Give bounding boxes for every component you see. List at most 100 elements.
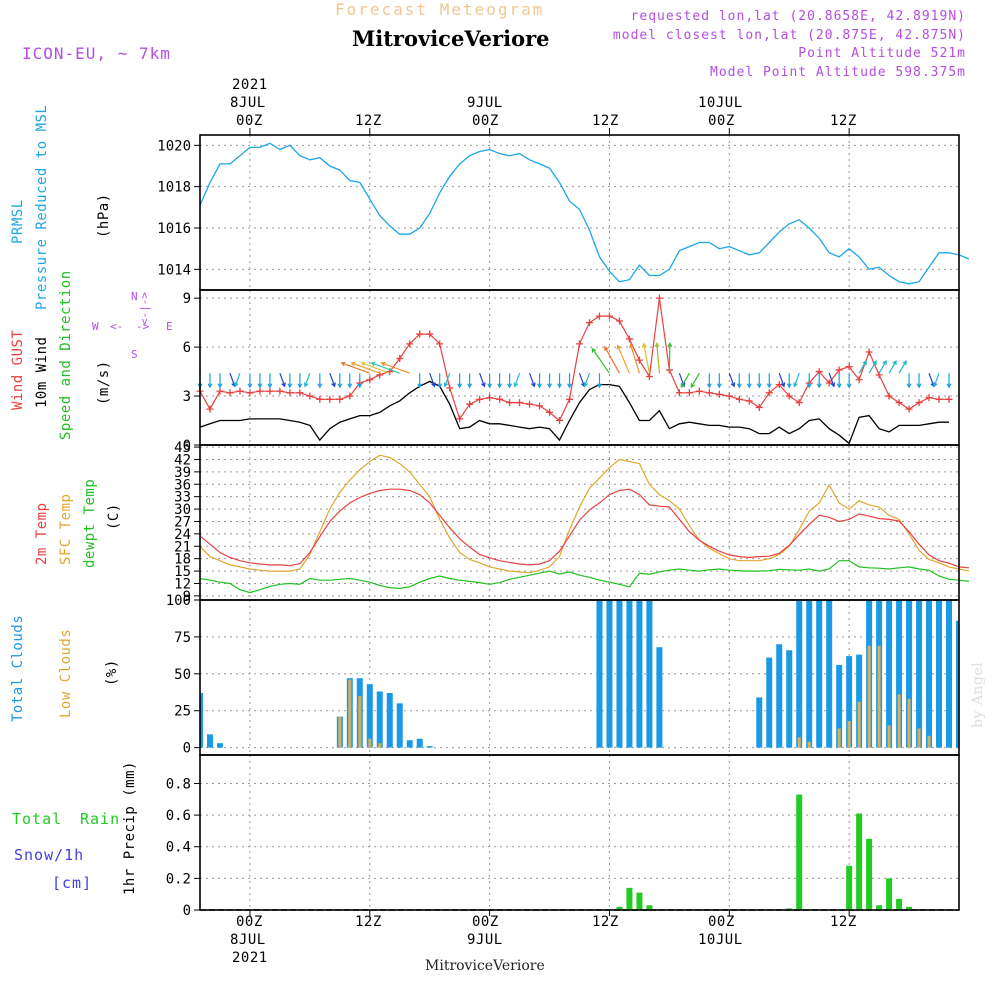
dewpoint-line	[199, 560, 970, 594]
gust-point-4	[236, 387, 244, 395]
gust-point-33	[526, 400, 534, 408]
total-cloud-bar-17	[366, 684, 373, 748]
gust-point-6	[256, 387, 264, 395]
compass-s-label: S	[131, 348, 138, 361]
total-cloud-bar-20	[396, 703, 403, 748]
ytick-label-precip-3: 0.6	[166, 808, 191, 824]
wind-direction-arrow-14	[337, 373, 343, 389]
wind-direction-arrow-12	[317, 373, 323, 389]
top-date-label-5: 10JUL	[698, 95, 743, 111]
gust-point-14	[336, 395, 344, 403]
gust-point-12	[316, 395, 324, 403]
pressure-line	[199, 142, 970, 285]
gust-point-2	[216, 387, 224, 395]
gust-point-44	[635, 356, 643, 364]
total-cloud-bar-1	[206, 734, 213, 748]
low-cloud-bar-70	[897, 694, 901, 748]
wind-direction-arrow-41	[591, 347, 610, 374]
low-cloud-bar-18	[378, 743, 382, 748]
wind-direction-arrow-47	[667, 341, 673, 374]
wind-direction-arrow-43	[616, 344, 630, 374]
gust-point-48	[675, 389, 683, 397]
wind-direction-arrow-24	[437, 373, 443, 389]
rain-bar-71	[906, 906, 913, 910]
total-cloud-bar-15	[346, 678, 353, 748]
gust-point-59	[785, 392, 793, 400]
gust-point-41	[605, 312, 613, 320]
wind-label-3: Speed and Direction	[58, 270, 74, 440]
wind-direction-arrow-50	[690, 372, 700, 389]
ytick-label-temp-8: 33	[174, 490, 191, 506]
wind-direction-arrow-73	[928, 373, 936, 388]
gust-point-46	[655, 294, 663, 302]
ytick-label-wind-0: 0	[183, 438, 191, 454]
total-cloud-bar-14	[336, 716, 343, 748]
ytick-label-temp-12: 45	[174, 440, 191, 456]
wind-direction-arrow-53	[728, 373, 736, 388]
pressure-unit: (hPa)	[96, 193, 112, 238]
credit-label: by Angel	[970, 661, 986, 728]
wind-direction-arrow-74	[933, 373, 940, 388]
wind-direction-arrow-58	[778, 373, 786, 388]
rain-bar-59	[786, 908, 793, 910]
model-label: ICON-EU, ~ 7km	[22, 44, 171, 63]
total-cloud-bar-65	[846, 656, 853, 748]
ytick-label-wind-1: 3	[183, 389, 191, 405]
gust-point-64	[835, 366, 843, 374]
bottom-date-label-3: 9JUL	[467, 932, 503, 948]
wind-direction-arrow-49	[680, 372, 690, 389]
ytick-label-pressure-1: 1016	[157, 221, 191, 237]
gust-line	[199, 298, 949, 422]
wind-direction-arrow-66	[858, 360, 867, 374]
top-time-label-4: 12Z	[592, 113, 619, 129]
rain-bar-44	[636, 892, 643, 910]
gust-point-25	[446, 384, 454, 392]
rain-bar-67	[866, 838, 873, 910]
temp-unit: (C)	[106, 503, 122, 530]
low-cloud-bar-64	[837, 728, 841, 748]
rain-bar-43	[626, 887, 633, 910]
total-cloud-bar-44	[636, 600, 643, 748]
compass-e-label: E	[166, 320, 173, 333]
wind-direction-arrow-6	[257, 373, 263, 389]
rain-bar-68	[876, 905, 883, 910]
wind-direction-arrow-7	[267, 373, 273, 389]
temp-label-3: dewpt Temp	[82, 478, 98, 568]
wind-direction-arrow-37	[567, 373, 572, 389]
total-cloud-bar-43	[626, 600, 633, 748]
rain-bar-69	[886, 878, 893, 910]
low-cloud-bar-16	[358, 695, 362, 748]
gust-point-28	[476, 395, 484, 403]
wind-direction-arrow-22	[417, 373, 423, 389]
low-cloud-bar-71	[907, 698, 911, 748]
gust-point-29	[486, 394, 494, 402]
gust-point-11	[306, 392, 314, 400]
gust-point-19	[386, 368, 394, 376]
ytick-label-clouds-2: 50	[174, 667, 191, 683]
station-title: MitroviceVeriore	[352, 26, 550, 51]
ytick-label-temp-4: 21	[174, 539, 191, 555]
gust-point-37	[566, 395, 574, 403]
wind-direction-arrow-39	[583, 373, 591, 388]
bottom-time-label-1: 00Z	[236, 914, 263, 930]
wind-direction-arrow-60	[793, 373, 800, 388]
gust-point-53	[725, 392, 733, 400]
ytick-label-temp-1: 12	[174, 576, 191, 592]
wind-direction-arrow-75	[946, 373, 952, 389]
low-cloud-bar-14	[338, 716, 342, 748]
gust-point-62	[815, 368, 823, 376]
wind-direction-arrow-46	[654, 342, 660, 374]
total-cloud-bar-72	[916, 600, 923, 748]
ytick-label-clouds-1: 25	[174, 704, 191, 720]
wind-direction-arrow-70	[898, 360, 907, 374]
bottom-date-label-5: 10JUL	[698, 932, 743, 948]
total-cloud-bar-67	[866, 600, 873, 748]
gust-point-61	[805, 379, 813, 387]
wind-direction-arrow-15	[347, 373, 353, 389]
wind-direction-arrow-16	[357, 373, 363, 389]
clouds-unit: (%)	[104, 659, 120, 686]
total-cloud-bar-63	[826, 600, 833, 748]
gust-point-70	[895, 399, 903, 407]
total-cloud-bar-2	[216, 743, 223, 748]
model-altitude: Model Point Altitude 598.375m	[710, 65, 966, 80]
